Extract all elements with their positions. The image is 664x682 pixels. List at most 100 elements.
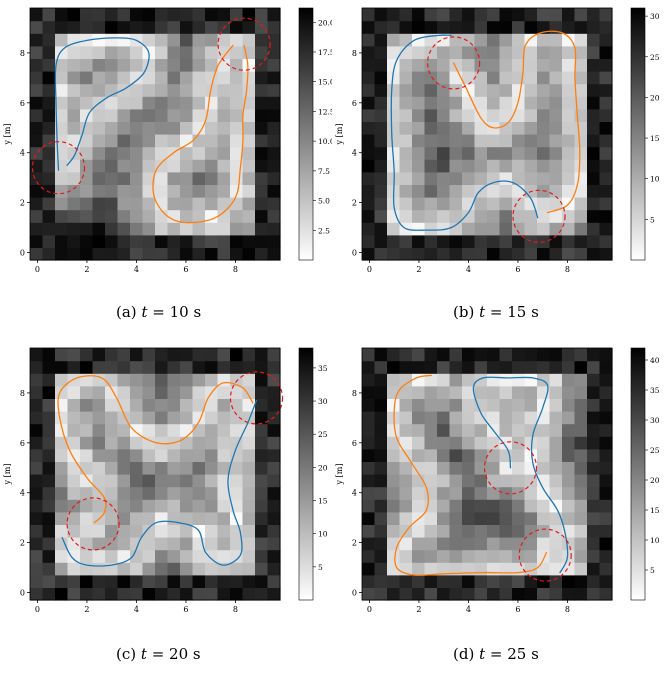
- heatmap-cell: [117, 549, 131, 563]
- heatmap-cell: [217, 184, 231, 198]
- heatmap-cell: [412, 134, 426, 148]
- goal-circle-0: [31, 141, 86, 195]
- heatmap-cell: [524, 20, 538, 34]
- heatmap-cell: [562, 108, 576, 122]
- heatmap-cell: [130, 562, 144, 576]
- heatmap-cell: [374, 411, 388, 425]
- heatmap-cell: [599, 574, 613, 588]
- heatmap-cell: [255, 574, 269, 588]
- heatmap-cell: [474, 524, 488, 538]
- heatmap-cell: [30, 373, 44, 387]
- heatmap-cell: [117, 71, 131, 85]
- heatmap-cell: [267, 511, 281, 525]
- heatmap-cell: [55, 184, 69, 198]
- heatmap-cell: [105, 423, 119, 437]
- heatmap-cell: [562, 171, 576, 185]
- heatmap-cell: [230, 247, 244, 261]
- heatmap-cell: [42, 247, 56, 261]
- heatmap-cell: [155, 146, 169, 160]
- heatmap-cell: [255, 474, 269, 488]
- heatmap-cell: [80, 436, 94, 450]
- heatmap-cell: [55, 171, 69, 185]
- heatmap-cell: [412, 499, 426, 513]
- heatmap-cell: [67, 524, 81, 538]
- heatmap-cell: [424, 108, 438, 122]
- heatmap-cell: [155, 184, 169, 198]
- heatmap-cell: [499, 461, 513, 475]
- heatmap-cell: [574, 171, 588, 185]
- heatmap-cell: [449, 574, 463, 588]
- heatmap-cell: [412, 247, 426, 261]
- heatmap-cell: [574, 348, 588, 362]
- heatmap-cell: [167, 373, 181, 387]
- heatmap-cell: [130, 549, 144, 563]
- heatmap-cell: [142, 348, 156, 362]
- heatmap-cell: [205, 20, 219, 34]
- heatmap-cell: [487, 20, 501, 34]
- heatmap-cell: [449, 159, 463, 173]
- heatmap-cell: [387, 83, 401, 97]
- heatmap-cell: [374, 146, 388, 160]
- heatmap-cells: [30, 8, 281, 261]
- caption-b: (b) t = 15 s: [453, 303, 539, 321]
- heatmap-cell: [524, 45, 538, 59]
- heatmap-cell: [30, 247, 44, 261]
- heatmap-cell: [30, 134, 44, 148]
- heatmap-cell: [67, 8, 81, 22]
- heatmap-cell: [167, 8, 181, 22]
- heatmap-cell: [255, 436, 269, 450]
- heatmap-cell: [462, 83, 476, 97]
- heatmap-cell: [362, 197, 376, 211]
- heatmap-cell: [42, 108, 56, 122]
- heatmap-cell: [499, 197, 513, 211]
- heatmap-cell: [67, 209, 81, 223]
- heatmap-cell: [80, 33, 94, 47]
- axes-frame: [361, 347, 613, 601]
- heatmap-cell: [599, 83, 613, 97]
- heatmap-cell: [155, 436, 169, 450]
- heatmap-cell: [587, 121, 601, 135]
- heatmap-cell: [192, 58, 206, 72]
- heatmap-cell: [512, 511, 526, 525]
- heatmap-cell: [474, 83, 488, 97]
- heatmap-cell: [167, 58, 181, 72]
- y-axis-label: y [m]: [3, 464, 12, 486]
- heatmap-cell: [267, 436, 281, 450]
- heatmap-cell: [205, 247, 219, 261]
- heatmap-cell: [449, 121, 463, 135]
- heatmap-cell: [142, 20, 156, 34]
- heatmap-cell: [412, 524, 426, 538]
- heatmap-cell: [587, 411, 601, 425]
- heatmap-cell: [487, 222, 501, 236]
- heatmap-cell: [499, 562, 513, 576]
- y-tick-label: 6: [20, 99, 25, 108]
- heatmap-cell: [67, 83, 81, 97]
- heatmap-cell: [230, 209, 244, 223]
- x-tick-label: 6: [183, 265, 188, 274]
- heatmap-cell: [537, 45, 551, 59]
- heatmap-cell: [217, 247, 231, 261]
- heatmap-cell: [92, 146, 106, 160]
- heatmap-cell: [92, 197, 106, 211]
- heatmap-cell: [387, 8, 401, 22]
- heatmap-cell: [499, 423, 513, 437]
- heatmap-cell: [462, 436, 476, 450]
- heatmap-cell: [499, 385, 513, 399]
- heatmap-cell: [192, 486, 206, 500]
- heatmap-cell: [474, 121, 488, 135]
- heatmap-cell: [437, 348, 451, 362]
- heatmap-cell: [242, 121, 256, 135]
- heatmap-cell: [230, 121, 244, 135]
- heatmap-cell: [474, 45, 488, 59]
- heatmap-cell: [387, 45, 401, 59]
- heatmap-cell: [524, 549, 538, 563]
- heatmap-cell: [55, 385, 69, 399]
- heatmap-cell: [362, 121, 376, 135]
- heatmap-cell: [242, 511, 256, 525]
- heatmap-cell: [537, 146, 551, 160]
- heatmap-cell: [267, 71, 281, 85]
- heatmap-cell: [587, 197, 601, 211]
- heatmap-cell: [537, 121, 551, 135]
- heatmap-cell: [537, 108, 551, 122]
- heatmap-cell: [574, 360, 588, 374]
